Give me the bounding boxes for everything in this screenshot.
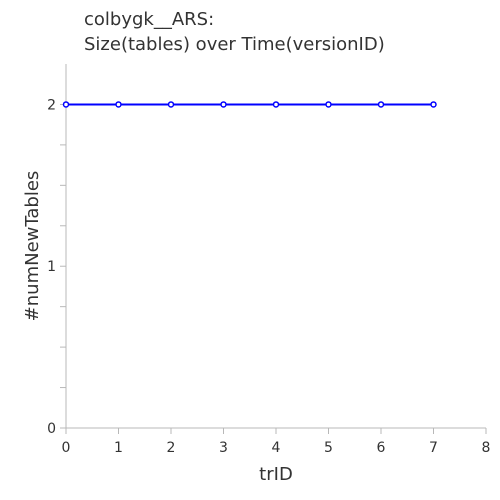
data-point xyxy=(115,101,122,108)
y-axis-ticks: 0 1 2 xyxy=(47,97,66,437)
series-layer xyxy=(62,101,437,108)
x-tick-label: 6 xyxy=(377,440,386,456)
data-point xyxy=(430,101,437,108)
data-point xyxy=(62,101,70,108)
chart-title-line-1: colbygk__ARS: xyxy=(84,9,214,30)
y-tick-label: 1 xyxy=(47,259,56,275)
x-tick-label: 4 xyxy=(272,440,281,456)
y-axis-label: #numNewTables xyxy=(22,171,43,322)
x-axis-label: trID xyxy=(259,464,293,485)
data-point xyxy=(377,101,385,108)
x-tick-label: 5 xyxy=(324,440,333,456)
x-tick-label: 0 xyxy=(62,440,71,456)
data-point xyxy=(220,101,227,108)
x-tick-label: 1 xyxy=(114,440,123,456)
x-tick-label: 7 xyxy=(429,440,438,456)
x-tick-label: 2 xyxy=(167,440,176,456)
chart-title-line-2: Size(tables) over Time(versionID) xyxy=(84,34,385,55)
data-point xyxy=(167,101,175,108)
x-axis-ticks: 0 1 2 3 4 5 6 7 8 xyxy=(62,428,491,456)
x-tick-label: 8 xyxy=(482,440,491,456)
x-tick-label: 3 xyxy=(219,440,228,456)
data-point xyxy=(272,101,280,108)
y-tick-label: 2 xyxy=(47,97,56,113)
y-tick-label: 0 xyxy=(47,421,56,437)
data-point xyxy=(325,101,332,108)
